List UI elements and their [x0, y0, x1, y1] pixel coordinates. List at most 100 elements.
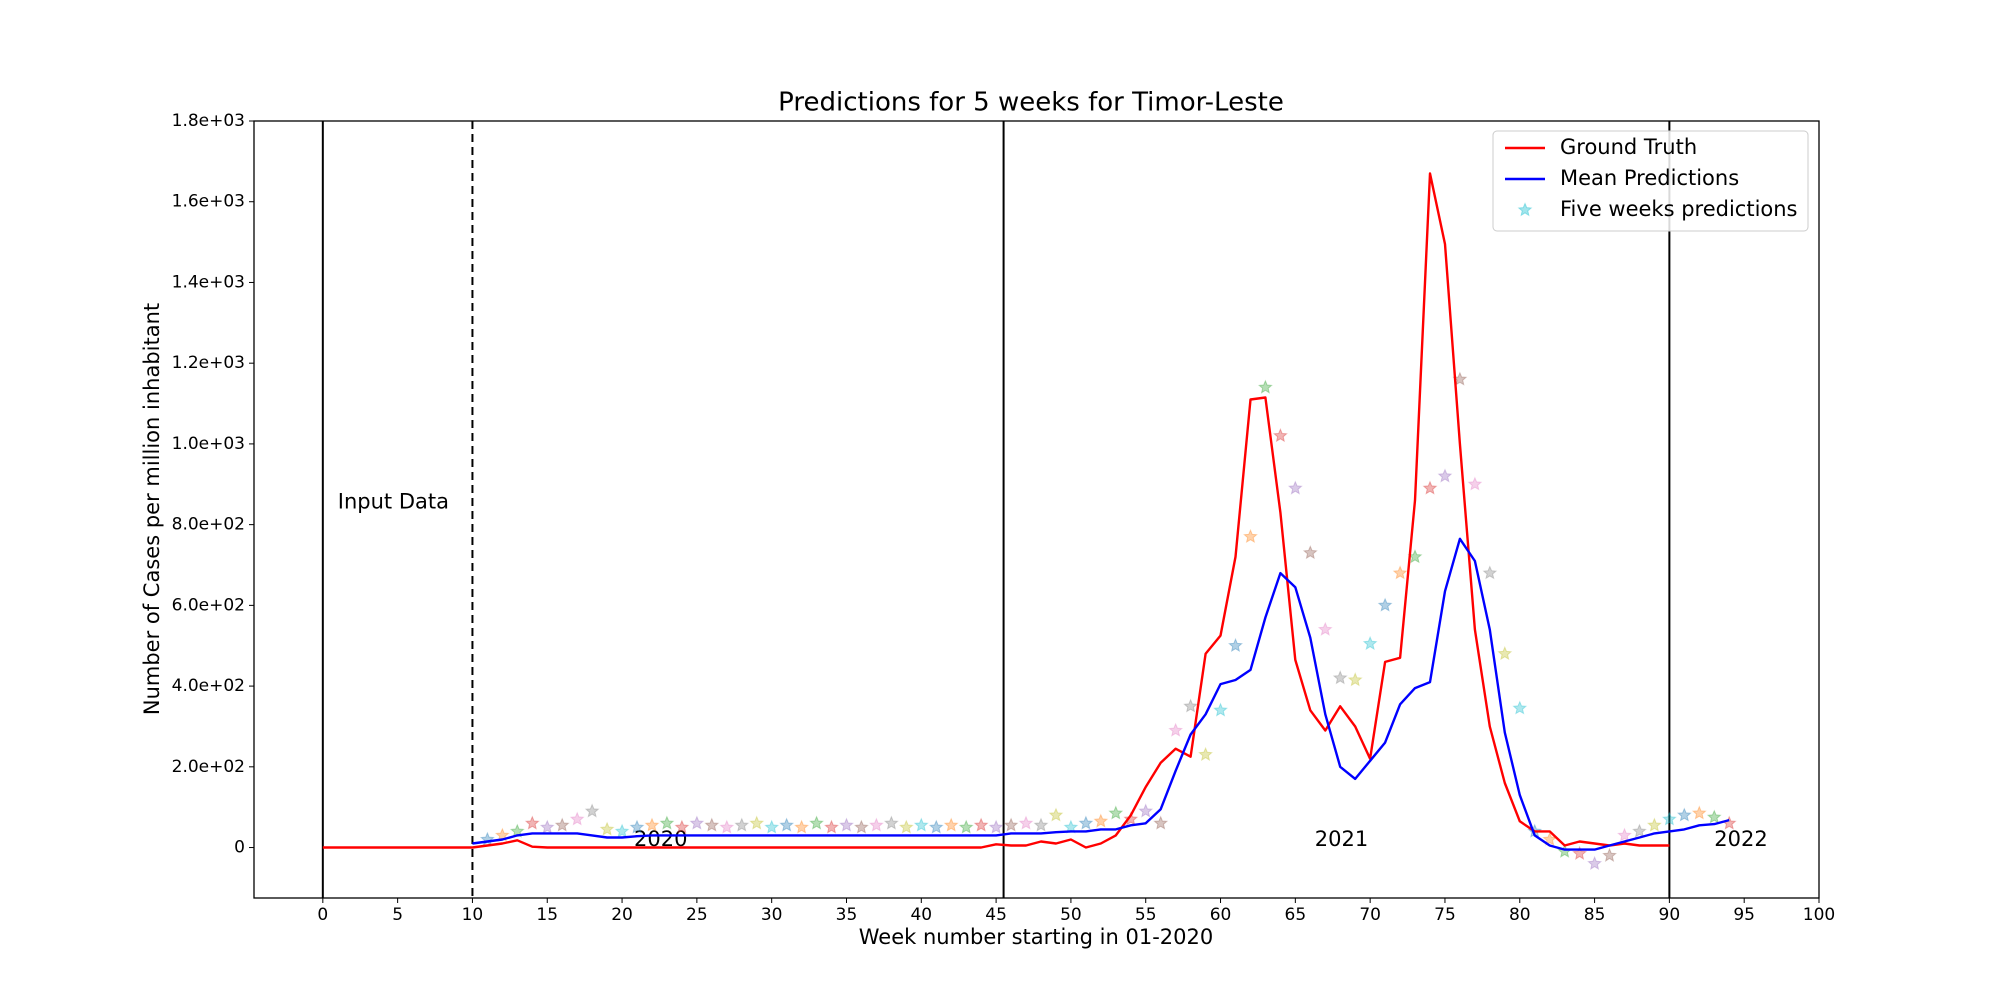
- prediction-point: [1437, 468, 1453, 483]
- y-tick-label: 1.2e+03: [172, 353, 245, 373]
- legend-label: Five weeks predictions: [1560, 197, 1798, 221]
- x-tick-label: 15: [536, 905, 558, 925]
- y-tick-label: 1.4e+03: [172, 272, 245, 292]
- prediction-point: [1048, 807, 1064, 822]
- x-tick-label: 70: [1359, 905, 1381, 925]
- prediction-point: [1108, 805, 1124, 820]
- chart-title: Predictions for 5 weeks for Timor-Leste: [778, 88, 1284, 118]
- prediction-point: [659, 815, 675, 830]
- prediction-point: [809, 815, 824, 830]
- x-tick-label: 85: [1584, 905, 1606, 925]
- x-tick-label: 80: [1509, 905, 1531, 925]
- y-tick-label: 1.8e+03: [172, 111, 245, 131]
- annotation: Input Data: [338, 489, 449, 513]
- prediction-point: [764, 819, 780, 834]
- series-line: [472, 537, 1730, 851]
- x-tick-label: 50: [1060, 905, 1082, 925]
- prediction-point: [1497, 645, 1513, 661]
- prediction-point: [1168, 722, 1184, 737]
- prediction-point: [1003, 817, 1019, 832]
- x-tick-label: 55: [1135, 905, 1157, 925]
- x-tick-label: 90: [1659, 905, 1681, 925]
- prediction-point: [1362, 635, 1378, 651]
- prediction-point: [614, 823, 630, 838]
- y-tick-label: 6.0e+02: [172, 595, 245, 615]
- prediction-point: [779, 817, 795, 832]
- x-tick-label: 100: [1803, 905, 1835, 925]
- prediction-point: [1228, 637, 1243, 653]
- prediction-point: [898, 819, 914, 834]
- prediction-point: [674, 819, 690, 834]
- x-tick-label: 25: [686, 905, 708, 925]
- prediction-point: [1422, 480, 1438, 495]
- prediction-point: [1482, 565, 1498, 580]
- prediction-point: [1302, 545, 1318, 560]
- prediction-point: [928, 819, 944, 834]
- prediction-point: [1467, 476, 1483, 491]
- prediction-point: [644, 817, 660, 832]
- prediction-point: [1257, 379, 1273, 394]
- prediction-point: [1377, 597, 1393, 612]
- prediction-point: [1332, 670, 1348, 685]
- y-tick-label: 1.0e+03: [172, 434, 245, 454]
- prediction-point: [883, 815, 899, 830]
- prediction-point: [569, 811, 585, 826]
- x-tick-label: 65: [1285, 905, 1307, 925]
- y-tick-label: 8.0e+02: [172, 515, 245, 535]
- prediction-point: [1317, 621, 1333, 636]
- prediction-point: [973, 817, 989, 832]
- y-tick-label: 1.6e+03: [172, 192, 245, 212]
- series-line: [322, 172, 1670, 849]
- prediction-point: [1587, 855, 1603, 870]
- prediction-point: [734, 817, 750, 832]
- prediction-point: [824, 819, 839, 834]
- prediction-point: [1272, 427, 1288, 443]
- x-tick-label: 0: [317, 905, 328, 925]
- prediction-point: [1033, 817, 1049, 832]
- prediction-point: [1018, 815, 1034, 830]
- prediction-point: [1287, 480, 1303, 495]
- x-tick-label: 5: [392, 905, 403, 925]
- prediction-point: [554, 817, 570, 832]
- annotation: 2021: [1315, 827, 1368, 851]
- prediction-point: [629, 819, 645, 834]
- prediction-point: [1243, 528, 1258, 544]
- x-tick-label: 35: [836, 905, 858, 925]
- prediction-point: [1617, 827, 1632, 842]
- legend-label: Mean Predictions: [1560, 166, 1739, 190]
- prediction-point: [1138, 803, 1154, 818]
- x-tick-label: 60: [1210, 905, 1232, 925]
- prediction-point: [988, 819, 1004, 834]
- prediction-point: [704, 817, 720, 832]
- prediction-point: [1213, 702, 1228, 717]
- prediction-point: [1646, 817, 1662, 832]
- x-tick-label: 30: [761, 905, 783, 925]
- plot-frame: [253, 120, 1820, 899]
- prediction-point: [1691, 805, 1707, 820]
- prediction-point: [1706, 809, 1722, 824]
- prediction-point: [1183, 698, 1199, 713]
- y-tick-label: 0: [234, 838, 245, 858]
- prediction-point: [913, 817, 929, 832]
- prediction-point: [1512, 700, 1528, 715]
- prediction-point: [584, 803, 600, 818]
- x-tick-label: 40: [910, 905, 932, 925]
- x-tick-label: 45: [985, 905, 1007, 925]
- prediction-point: [958, 819, 974, 834]
- prediction-point: [868, 817, 884, 832]
- prediction-point: [689, 815, 705, 830]
- legend-marker: [1517, 202, 1533, 217]
- prediction-point: [1632, 823, 1647, 838]
- prediction-point: [599, 821, 615, 836]
- x-tick-label: 75: [1434, 905, 1456, 925]
- y-tick-label: 4.0e+02: [172, 676, 245, 696]
- prediction-point: [1572, 845, 1588, 860]
- x-tick-label: 95: [1733, 905, 1755, 925]
- prediction-point: [1123, 811, 1139, 826]
- prediction-point: [943, 817, 959, 832]
- prediction-point: [1602, 847, 1617, 862]
- prediction-point: [1392, 565, 1408, 580]
- prediction-point: [1661, 811, 1677, 826]
- y-axis-label: Number of Cases per million inhabitant: [140, 303, 164, 715]
